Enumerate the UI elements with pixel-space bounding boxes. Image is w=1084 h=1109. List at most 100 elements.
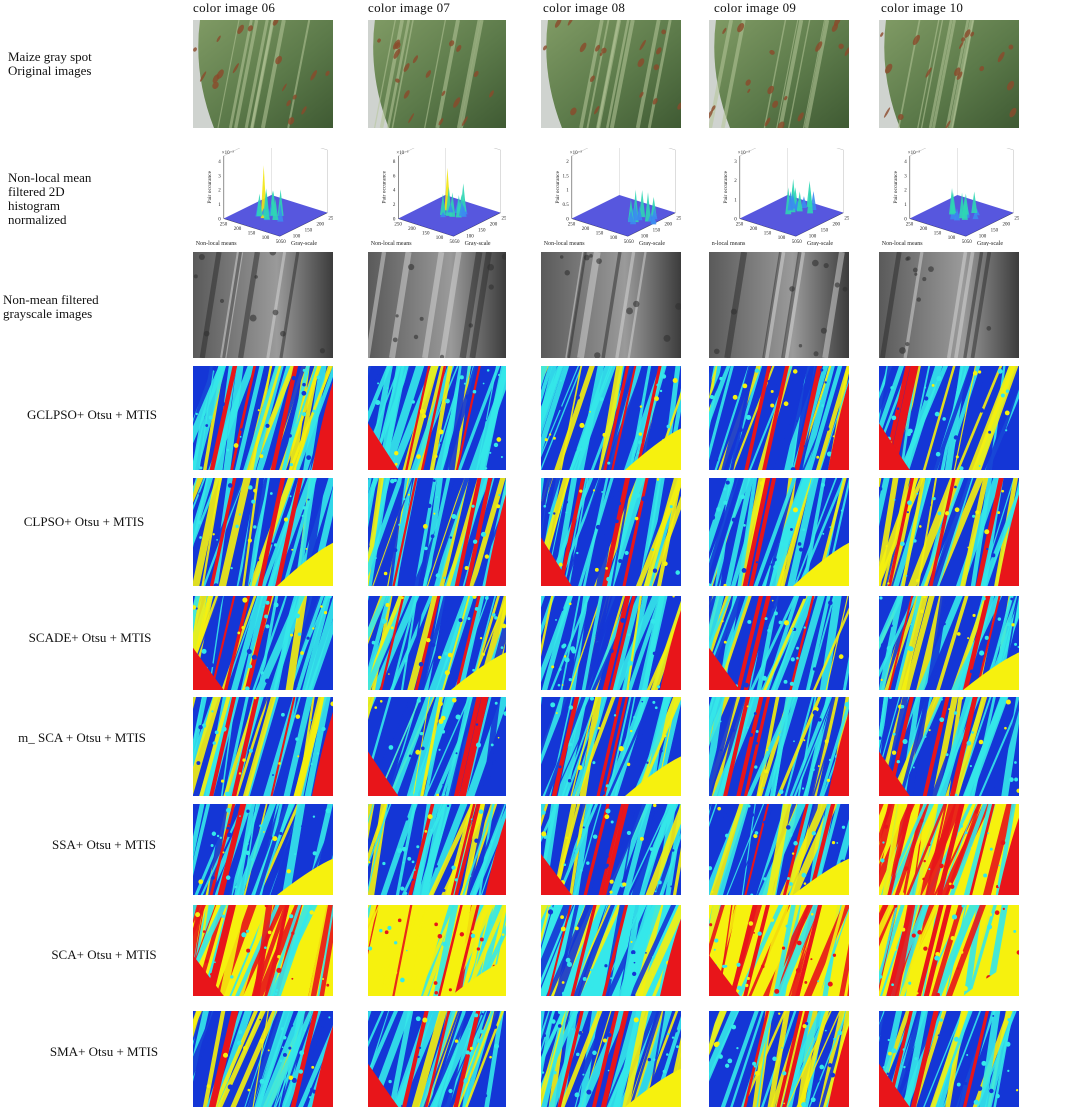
segmentation-image <box>709 1011 849 1107</box>
row-label: Maize gray spot Original images <box>8 49 92 78</box>
y-axis-label: Gray-scale <box>807 241 833 246</box>
z-tick-label: 3 <box>904 174 907 179</box>
z-axis-label: Pair occurance <box>723 170 729 203</box>
x-tick-label: 50 <box>450 240 456 245</box>
z-tick-label: 0 <box>393 218 396 223</box>
y-tick-label: 250 <box>844 217 849 222</box>
z-tick-label: 2 <box>904 189 907 194</box>
segmentation-image <box>879 1011 1019 1107</box>
segmentation-image-graphic <box>709 1011 849 1107</box>
z-tick-label: 2 <box>393 203 396 208</box>
z-tick-label: 4 <box>904 160 907 165</box>
y-tick-label: 150 <box>305 228 313 233</box>
grayscale-image-graphic <box>709 252 849 358</box>
row-label: Non-mean filtered grayscale images <box>3 292 99 321</box>
x-axis-label: n-local means <box>712 241 746 246</box>
z-tick-label: 1.5 <box>563 174 570 179</box>
column-header: color image 10 <box>881 0 964 15</box>
y-tick-label: 100 <box>466 234 474 239</box>
segmentation-image-graphic <box>368 478 506 586</box>
y-axis-label: Gray-scale <box>291 241 317 246</box>
row-label: Non-local mean filtered 2D histogram nor… <box>8 170 92 227</box>
segmentation-image <box>879 596 1019 690</box>
x-axis-label: Non-local means <box>544 241 585 246</box>
segmentation-image <box>541 905 681 996</box>
histogram-plot: ×10⁻³ 0 1 2 3 Pair occurance 250 200 150 100 50 50 1… <box>709 148 849 246</box>
y-tick-label: 150 <box>653 228 661 233</box>
x-tick-label: 50 <box>962 240 968 245</box>
z-tick-label: 3 <box>218 174 221 179</box>
original-image <box>879 20 1019 128</box>
x-tick-label: 50 <box>276 240 282 245</box>
segmentation-image <box>368 804 506 895</box>
histogram-plot: ×10⁻³ 0 2 4 6 8 Pair occurance 250 200 150 100 50 50… <box>368 148 506 246</box>
segmentation-image-graphic <box>541 478 681 586</box>
grayscale-image <box>193 252 333 358</box>
segmentation-image <box>193 905 333 996</box>
z-tick-label: 0 <box>218 218 221 223</box>
segmentation-image <box>541 804 681 895</box>
segmentation-image <box>879 478 1019 586</box>
y-tick-label: 100 <box>293 234 301 239</box>
row-label: SCA+ Otsu + MTIS <box>51 947 157 962</box>
segmentation-image-graphic <box>879 596 1019 690</box>
segmentation-image-graphic <box>368 804 506 895</box>
scale-label: ×10⁻³ <box>570 150 582 156</box>
original-image <box>541 20 681 128</box>
z-tick-label: 0.5 <box>563 203 570 208</box>
y-tick-label: 250 <box>501 217 506 222</box>
y-tick-label: 150 <box>478 228 486 233</box>
segmentation-image <box>541 596 681 690</box>
x-tick-label: 100 <box>948 236 956 241</box>
segmentation-image <box>541 1011 681 1107</box>
y-tick-label: 200 <box>1003 223 1011 228</box>
segmentation-image <box>368 366 506 470</box>
y-tick-label: 200 <box>490 223 498 228</box>
segmentation-image-graphic <box>879 905 1019 996</box>
segmentation-image-graphic <box>193 905 333 996</box>
z-tick-label: 4 <box>218 160 221 165</box>
z-tick-label: 0 <box>566 218 569 223</box>
scale-label: ×10⁻³ <box>738 150 750 156</box>
grayscale-image <box>368 252 506 358</box>
segmentation-image <box>709 804 849 895</box>
x-tick-label: 50 <box>624 240 630 245</box>
segmentation-image-graphic <box>193 596 333 690</box>
y-tick-label: 100 <box>809 234 817 239</box>
segmentation-image-graphic <box>709 596 849 690</box>
x-tick-label: 250 <box>568 223 576 228</box>
segmentation-image-graphic <box>709 905 849 996</box>
z-tick-label: 1 <box>904 203 907 208</box>
y-tick-label: 250 <box>676 217 681 222</box>
x-tick-label: 150 <box>596 231 604 236</box>
y-tick-label: 50 <box>281 240 287 245</box>
grayscale-image-graphic <box>368 252 506 358</box>
z-axis-label: Pair occurance <box>893 170 899 203</box>
original-image-graphic <box>193 20 333 128</box>
column-header: color image 09 <box>714 0 797 15</box>
z-axis-label: Pair occurance <box>207 170 213 203</box>
segmentation-image-graphic <box>541 1011 681 1107</box>
segmentation-image <box>709 366 849 470</box>
y-tick-label: 50 <box>629 240 635 245</box>
x-tick-label: 100 <box>778 236 786 241</box>
segmentation-image-graphic <box>193 478 333 586</box>
z-tick-label: 0 <box>904 218 907 223</box>
z-axis-label: Pair occurance <box>381 170 387 203</box>
y-axis-label: Gray-scale <box>977 241 1003 246</box>
x-tick-label: 150 <box>422 231 430 236</box>
histogram-plot: ×10⁻³ 0 1 2 3 4 Pair occurance 250 200 150 100 50 50… <box>193 148 333 246</box>
x-axis-label: Non-local means <box>371 241 412 246</box>
segmentation-image-graphic <box>368 905 506 996</box>
y-tick-label: 50 <box>797 240 803 245</box>
grayscale-image-graphic <box>541 252 681 358</box>
segmentation-image <box>368 905 506 996</box>
segmentation-image-graphic <box>541 697 681 796</box>
segmentation-image-graphic <box>368 697 506 796</box>
segmentation-image <box>709 905 849 996</box>
grayscale-image <box>541 252 681 358</box>
y-tick-label: 100 <box>979 234 987 239</box>
x-tick-label: 150 <box>248 231 256 236</box>
segmentation-image <box>709 478 849 586</box>
